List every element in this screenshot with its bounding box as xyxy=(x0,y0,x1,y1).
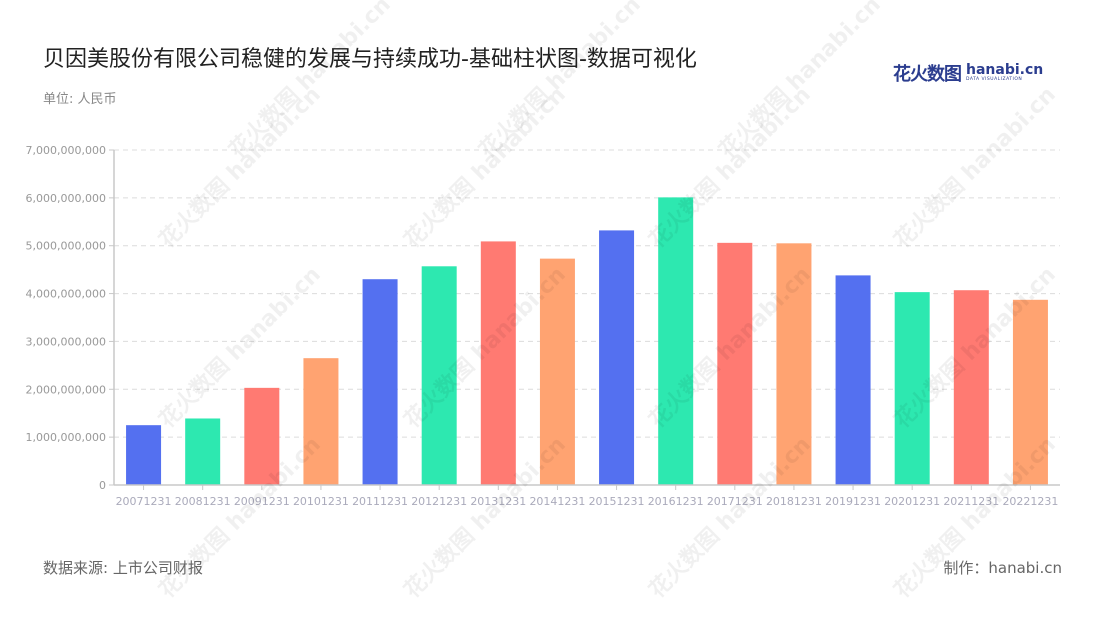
x-tick-label: 20091231 xyxy=(234,495,290,508)
bar-20081231[interactable] xyxy=(185,418,221,485)
x-tick-label: 20111231 xyxy=(352,495,408,508)
x-tick-label: 20171231 xyxy=(707,495,763,508)
x-tick-label: 20131231 xyxy=(470,495,526,508)
x-tick-label: 20151231 xyxy=(589,495,645,508)
x-tick-label: 20101231 xyxy=(293,495,349,508)
bar-20191231[interactable] xyxy=(835,275,871,485)
logo-sub-text: DATA VISUALIZATION xyxy=(966,77,1023,83)
x-tick-label: 20121231 xyxy=(411,495,467,508)
credit: 制作：hanabi.cn xyxy=(943,559,1062,577)
bar-20111231[interactable] xyxy=(362,279,398,485)
bar-20151231[interactable] xyxy=(599,230,635,485)
bar-20161231[interactable] xyxy=(658,197,694,485)
x-tick-label: 20071231 xyxy=(116,495,172,508)
y-tick-label: 5,000,000,000 xyxy=(26,240,106,253)
x-tick-label: 20141231 xyxy=(529,495,585,508)
bar-20071231[interactable] xyxy=(126,425,162,485)
bar-20121231[interactable] xyxy=(421,266,457,485)
x-tick-label: 20211231 xyxy=(943,495,999,508)
bars xyxy=(126,197,1048,485)
y-tick-label: 0 xyxy=(99,479,106,492)
bar-20101231[interactable] xyxy=(303,358,339,485)
y-axis: 0 1,000,000,000 2,000,000,000 3,000,000,000… xyxy=(26,144,115,492)
bar-20171231[interactable] xyxy=(717,242,753,485)
bar-20141231[interactable] xyxy=(539,258,575,485)
y-tick-label: 7,000,000,000 xyxy=(26,144,106,157)
bar-20221231[interactable] xyxy=(1012,299,1048,485)
chart-title: 贝因美股份有限公司稳健的发展与持续成功-基础柱状图-数据可视化 xyxy=(43,47,697,72)
y-tick-label: 1,000,000,000 xyxy=(26,431,106,444)
data-source: 数据来源: 上市公司财报 xyxy=(43,559,203,577)
x-tick-label: 20191231 xyxy=(825,495,881,508)
x-axis: 20071231 20081231 20091231 20101231 20111231… xyxy=(114,484,1060,508)
logo-en: hanabi.cn DATA VISUALIZATION xyxy=(966,63,1043,83)
logo-en-text: hanabi.cn xyxy=(966,62,1044,79)
bar-20181231[interactable] xyxy=(776,243,812,485)
x-tick-label: 20081231 xyxy=(175,495,231,508)
y-tick-label: 4,000,000,000 xyxy=(26,288,106,301)
logo-cn-text: 花火数图 xyxy=(893,64,962,85)
x-tick-label: 20161231 xyxy=(648,495,704,508)
brand-logo: 花火数图 hanabi.cn DATA VISUALIZATION xyxy=(893,60,1043,86)
x-tick-label: 20221231 xyxy=(1002,495,1058,508)
bar-20131231[interactable] xyxy=(480,241,516,485)
bar-20211231[interactable] xyxy=(953,290,989,485)
unit-label: 单位: 人民币 xyxy=(43,92,117,107)
y-tick-label: 2,000,000,000 xyxy=(26,383,106,396)
y-tick-label: 3,000,000,000 xyxy=(26,335,106,348)
bar-20201231[interactable] xyxy=(894,292,930,485)
x-tick-label: 20181231 xyxy=(766,495,822,508)
x-tick-label: 20201231 xyxy=(884,495,940,508)
y-tick-label: 6,000,000,000 xyxy=(26,192,106,205)
bar-20091231[interactable] xyxy=(244,387,280,485)
